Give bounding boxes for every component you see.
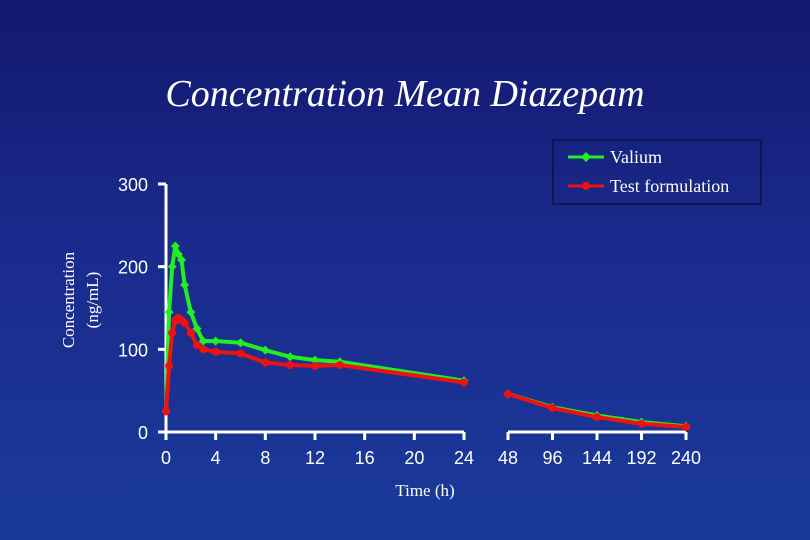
- data-point-valium: [180, 280, 190, 290]
- chart-title: Concentration Mean Diazepam: [165, 73, 645, 115]
- x-tick-label: 12: [305, 448, 325, 468]
- y-tick-label: 100: [118, 340, 148, 360]
- data-point-test-formulation: [335, 361, 344, 370]
- x-tick-label: 20: [404, 448, 424, 468]
- x-axis-label: Time (h): [395, 481, 454, 500]
- data-point-test-formulation: [186, 328, 195, 337]
- x-tick-label: 4: [211, 448, 221, 468]
- x-tick-label: 16: [355, 448, 375, 468]
- data-point-test-formulation: [162, 407, 170, 416]
- data-point-test-formulation: [199, 345, 208, 354]
- data-point-valium: [170, 241, 180, 251]
- data-point-valium: [310, 355, 320, 365]
- x-tick-label-extended: 240: [671, 448, 701, 468]
- series-layer: [161, 241, 691, 432]
- axis-labels: Time (h) Concentration (ng/mL): [59, 251, 455, 500]
- axes: [164, 184, 686, 434]
- legend-marker-valium: [581, 152, 591, 162]
- y-tick-label: 0: [138, 423, 148, 443]
- data-point-test-formulation: [180, 318, 189, 327]
- data-point-valium: [167, 262, 177, 272]
- y-axis-label-line2: (ng/mL): [83, 272, 102, 329]
- legend: Valium Test formulation: [552, 139, 762, 205]
- data-point-test-formulation: [460, 378, 468, 387]
- x-tick-label-extended: 144: [582, 448, 612, 468]
- data-point-test-formulation: [593, 413, 601, 422]
- data-point-valium: [186, 307, 196, 317]
- data-point-test-formulation: [211, 347, 220, 356]
- data-point-test-formulation: [504, 389, 512, 398]
- legend-label-valium: Valium: [610, 147, 662, 167]
- x-tick-label-extended: 192: [626, 448, 656, 468]
- data-point-valium: [177, 255, 187, 265]
- data-point-valium: [211, 336, 221, 346]
- data-point-test-formulation: [548, 404, 557, 413]
- series-line-valium: [164, 244, 465, 412]
- data-point-test-formulation: [261, 358, 270, 367]
- y-tick-label: 200: [118, 258, 148, 278]
- data-point-test-formulation: [311, 361, 319, 370]
- data-point-valium: [192, 324, 202, 334]
- data-point-valium: [285, 352, 295, 362]
- x-tick-label: 24: [454, 448, 474, 468]
- data-point-test-formulation: [165, 361, 174, 370]
- data-point-test-formulation: [682, 423, 690, 432]
- data-point-valium: [164, 307, 174, 317]
- data-point-valium: [236, 338, 245, 348]
- legend-box: [552, 139, 762, 205]
- data-point-test-formulation: [193, 341, 202, 350]
- data-point-test-formulation: [286, 361, 295, 370]
- x-tick-label: 0: [161, 448, 171, 468]
- x-tick-label-extended: 48: [498, 448, 518, 468]
- data-point-test-formulation: [168, 328, 177, 337]
- data-point-valium: [260, 345, 270, 355]
- data-point-test-formulation: [637, 419, 646, 428]
- legend-label-test: Test formulation: [610, 176, 729, 196]
- legend-marker-test: [582, 182, 590, 190]
- y-tick-label: 300: [118, 175, 148, 195]
- series-line-extended-valium: [507, 392, 687, 429]
- y-axis-label-line1: Concentration: [59, 251, 78, 348]
- data-point-test-formulation: [236, 349, 245, 358]
- x-tick-label: 8: [260, 448, 270, 468]
- x-tick-label-extended: 96: [542, 448, 562, 468]
- data-point-valium: [198, 336, 208, 346]
